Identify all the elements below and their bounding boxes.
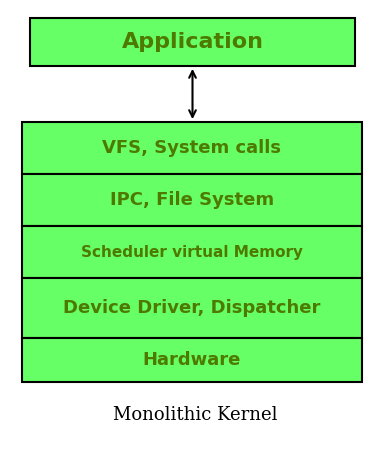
Text: Monolithic Kernel: Monolithic Kernel <box>113 406 277 424</box>
Bar <box>30 18 355 66</box>
Text: VFS, System calls: VFS, System calls <box>103 139 282 157</box>
Text: Hardware: Hardware <box>143 351 241 369</box>
Bar <box>22 338 362 382</box>
Bar <box>22 174 362 226</box>
Bar <box>22 278 362 338</box>
Text: IPC, File System: IPC, File System <box>110 191 274 209</box>
Bar <box>22 226 362 278</box>
Text: Scheduler virtual Memory: Scheduler virtual Memory <box>81 245 303 260</box>
Text: Application: Application <box>122 32 264 52</box>
Bar <box>22 122 362 174</box>
Text: Device Driver, Dispatcher: Device Driver, Dispatcher <box>63 299 321 317</box>
